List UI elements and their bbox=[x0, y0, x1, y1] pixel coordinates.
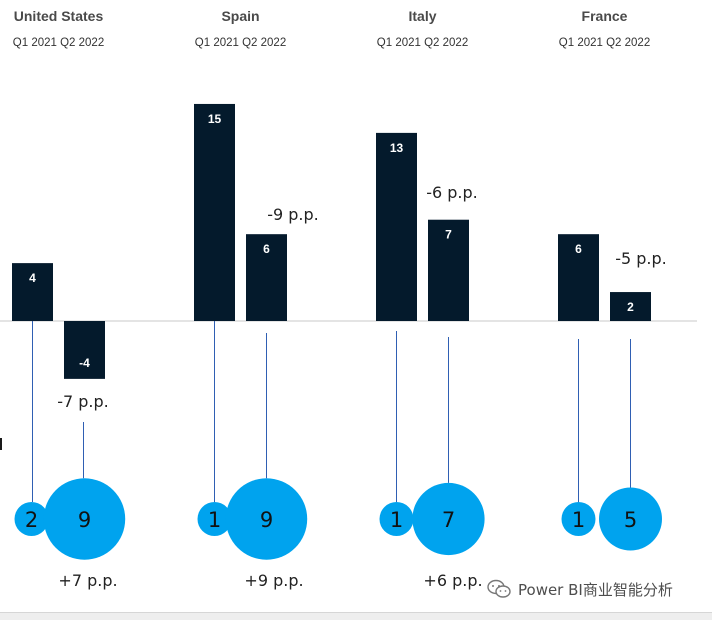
bar-value-label: 13 bbox=[390, 141, 404, 155]
bubble-small bbox=[14, 502, 49, 536]
bar-value-label: -4 bbox=[79, 356, 90, 370]
bubble-change-label: +6 p.p. bbox=[423, 571, 482, 590]
bar-value-label: 6 bbox=[263, 242, 270, 256]
period-header: Q1 2021 Q2 2022 bbox=[195, 37, 286, 49]
bubble-small bbox=[197, 502, 232, 536]
change-label: -9 p.p. bbox=[267, 205, 319, 224]
period-header: Q1 2021 Q2 2022 bbox=[377, 37, 468, 49]
bar-q2 bbox=[64, 321, 105, 379]
wechat-icon bbox=[487, 579, 511, 598]
bubble-large-label: 5 bbox=[624, 508, 637, 532]
bar-q2 bbox=[610, 292, 651, 321]
bubble-small bbox=[379, 502, 414, 536]
bar-q1 bbox=[376, 132, 417, 321]
bubble-large bbox=[225, 478, 308, 560]
bubble-small-label: 2 bbox=[25, 508, 38, 532]
edge-fragment bbox=[0, 438, 2, 450]
bubble-large bbox=[43, 478, 126, 560]
country-label: Italy bbox=[408, 8, 436, 24]
country-label: France bbox=[582, 8, 628, 24]
bar-q2 bbox=[428, 219, 469, 321]
bubble-large-label: 7 bbox=[442, 508, 455, 532]
bar-value-label: 6 bbox=[575, 242, 582, 256]
bottom-rule bbox=[0, 612, 712, 620]
bubble-large-label: 9 bbox=[260, 508, 273, 532]
period-header: Q1 2021 Q2 2022 bbox=[559, 37, 650, 49]
change-label: -7 p.p. bbox=[57, 392, 109, 411]
bubble-large-label: 9 bbox=[78, 508, 91, 532]
bar-q1 bbox=[558, 234, 599, 321]
bar-value-label: 2 bbox=[627, 300, 634, 314]
watermark-text: Power BI商业智能分析 bbox=[518, 580, 673, 599]
bubble-large bbox=[599, 487, 662, 551]
bar-q1 bbox=[194, 103, 235, 321]
bar-q2 bbox=[246, 234, 287, 321]
bar-q1 bbox=[12, 263, 53, 321]
country-label: United States bbox=[14, 8, 104, 24]
watermark: Power BI商业智能分析 bbox=[486, 576, 708, 602]
bubble-change-label: +9 p.p. bbox=[244, 571, 303, 590]
country-label: Spain bbox=[221, 8, 259, 24]
change-label: -6 p.p. bbox=[426, 183, 478, 202]
bubble-small-label: 1 bbox=[208, 508, 221, 532]
period-header: Q1 2021 Q2 2022 bbox=[13, 37, 104, 49]
bubble-large bbox=[412, 482, 485, 556]
bar-value-label: 7 bbox=[445, 228, 452, 242]
bubble-change-label: +7 p.p. bbox=[58, 571, 117, 590]
change-label: -5 p.p. bbox=[615, 249, 667, 268]
bubble-small bbox=[561, 502, 596, 536]
bubble-small-label: 1 bbox=[390, 508, 403, 532]
bar-value-label: 4 bbox=[29, 271, 36, 285]
bubble-small-label: 1 bbox=[572, 508, 585, 532]
bar-value-label: 15 bbox=[208, 112, 222, 126]
